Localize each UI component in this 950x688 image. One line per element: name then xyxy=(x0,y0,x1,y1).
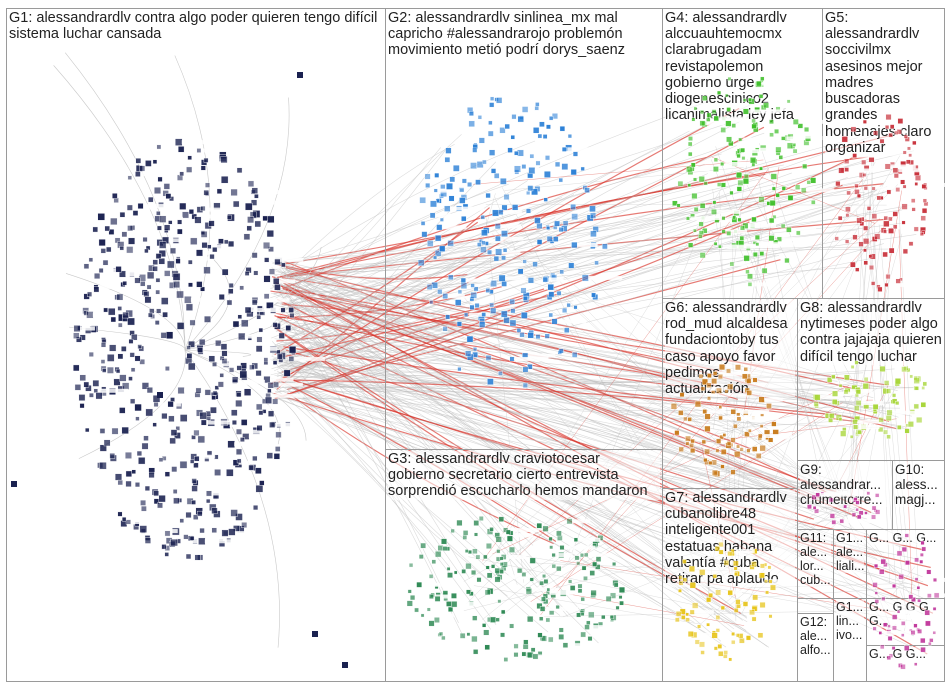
group-label-g8: G8: alessandrardlv nytimeses poder algo … xyxy=(800,300,942,365)
group-label-g11b: G1... ale... liali... xyxy=(836,531,865,573)
group-panel-g7: G7: alessandrardlv cubanolibre48 intelig… xyxy=(662,488,798,682)
group-label-g1x: G1... lin... ivo... xyxy=(836,600,864,642)
group-panel-g8: G8: alessandrardlv nytimeses poder algo … xyxy=(797,298,945,461)
group-panel-g5: G5: alessandrardlv soccivilmx asesinos m… xyxy=(822,8,945,299)
group-panel-g1x: G1... lin... ivo... xyxy=(833,598,867,682)
group-panel-g1: G1: alessandrardlv contra algo poder qui… xyxy=(6,8,386,682)
group-panel-g11b: G1... ale... liali... xyxy=(833,529,867,599)
group-label-g6: G6: alessandrardlv rod_mud alcaldesa fun… xyxy=(665,300,795,398)
group-panel-gm1: G... G... G... xyxy=(866,529,945,599)
group-label-g7: G7: alessandrardlv cubanolibre48 intelig… xyxy=(665,490,795,588)
group-panel-g10: G10: aless... magj... xyxy=(892,460,945,530)
group-panel-gm2: G... G G G G... xyxy=(866,598,945,646)
group-label-g10: G10: aless... magj... xyxy=(895,462,942,508)
group-label-gm1: G... G... G... xyxy=(869,531,942,545)
group-panel-g11: G11: ale... lor... cub... xyxy=(797,529,834,599)
group-label-g12: G12: ale... alfo... xyxy=(800,615,831,657)
group-panel-g6: G6: alessandrardlv rod_mud alcaldesa fun… xyxy=(662,298,798,489)
group-label-gm3: G... G G... xyxy=(869,647,942,661)
group-panel-g12: G12: ale... alfo... xyxy=(797,613,834,682)
group-label-g11: G11: ale... lor... cub... xyxy=(800,531,831,587)
group-label-g5: G5: alessandrardlv soccivilmx asesinos m… xyxy=(825,10,942,157)
group-label-g1: G1: alessandrardlv contra algo poder qui… xyxy=(9,10,383,43)
group-label-g9: G9: alessandrar... chumeltorre... xyxy=(800,462,890,508)
group-panel-g2: G2: alessandrardlv sinlinea_mx mal capri… xyxy=(385,8,663,450)
group-label-gm2: G... G G G G... xyxy=(869,600,942,628)
group-panel-gm3: G... G G... xyxy=(866,645,945,682)
group-label-g4: G4: alessandrardlv alccuauhtemocmx clara… xyxy=(665,10,820,124)
group-panel-g9: G9: alessandrar... chumeltorre... xyxy=(797,460,893,530)
group-panel-g3: G3: alessandrardlv craviotocesar gobiern… xyxy=(385,449,663,682)
group-panel-g4: G4: alessandrardlv alccuauhtemocmx clara… xyxy=(662,8,823,299)
group-label-g3: G3: alessandrardlv craviotocesar gobiern… xyxy=(388,451,660,500)
group-label-g2: G2: alessandrardlv sinlinea_mx mal capri… xyxy=(388,10,660,59)
